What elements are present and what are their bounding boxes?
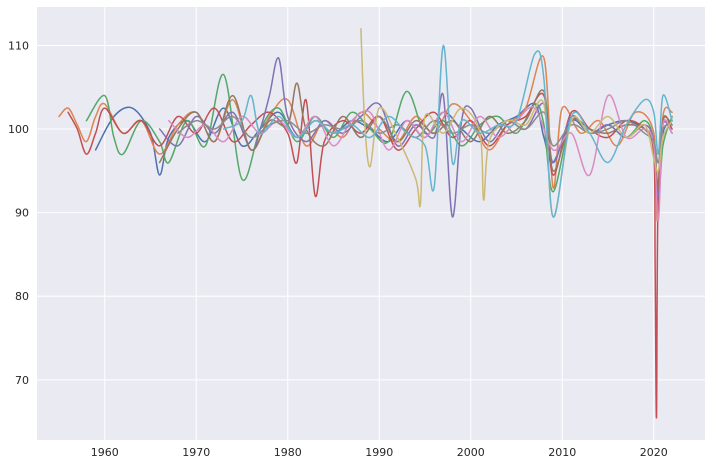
series-line-5 — [158, 57, 673, 218]
x-tick-label: 2020 — [640, 446, 668, 459]
x-tick-label: 1960 — [91, 446, 119, 459]
y-axis: 70 80 90 100 110 — [8, 39, 29, 386]
plot-area — [37, 7, 705, 440]
x-axis: 1960 1970 1980 1990 2000 2010 2020 — [91, 446, 668, 459]
x-tick-label: 2010 — [548, 446, 576, 459]
y-tick-label: 80 — [15, 290, 29, 303]
y-tick-label: 90 — [15, 207, 29, 220]
y-tick-label: 70 — [15, 374, 29, 387]
x-tick-label: 1980 — [274, 446, 302, 459]
x-tick-label: 1970 — [182, 446, 210, 459]
y-tick-label: 100 — [8, 123, 29, 136]
y-tick-label: 110 — [8, 39, 29, 52]
series-line-10 — [222, 44, 673, 218]
series-layer — [58, 27, 673, 419]
series-line-9 — [360, 27, 673, 218]
x-tick-label: 1990 — [365, 446, 393, 459]
x-tick-label: 2000 — [457, 446, 485, 459]
